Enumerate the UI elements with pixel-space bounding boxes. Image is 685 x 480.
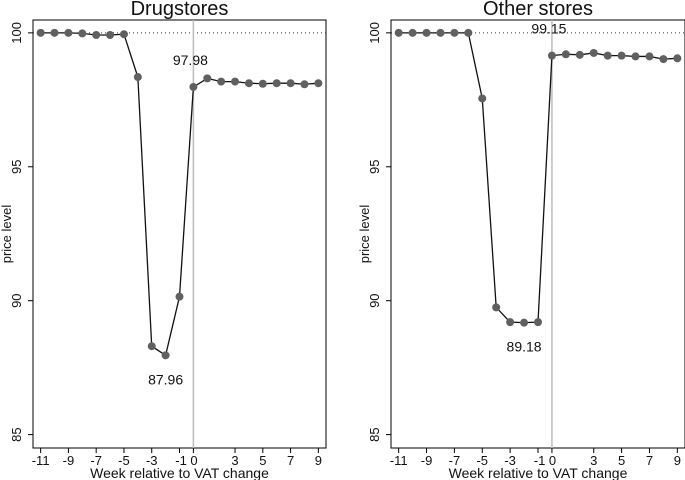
data-point: [258, 79, 267, 88]
data-point: [119, 30, 128, 39]
y-tick-label: 95: [367, 160, 382, 174]
data-point: [659, 55, 668, 64]
data-point: [534, 318, 542, 327]
x-tick-label: 5: [618, 453, 625, 468]
data-point: [575, 50, 584, 59]
x-tick-label: -3: [504, 453, 516, 468]
data-point: [78, 29, 87, 38]
x-tick-label: -1 0: [534, 453, 556, 468]
data-point: [64, 28, 73, 37]
data-point: [561, 50, 570, 59]
y-tick-label: 100: [9, 22, 24, 44]
data-label: 97.98: [173, 52, 208, 68]
x-tick-label: 7: [287, 453, 294, 468]
data-point: [314, 79, 323, 88]
y-tick-label: 85: [367, 427, 382, 441]
data-label: 87.96: [148, 371, 183, 387]
data-point: [617, 51, 626, 60]
x-tick-label: -5: [476, 453, 488, 468]
data-point: [272, 79, 281, 88]
data-point: [147, 342, 156, 351]
x-tick-label: 9: [674, 453, 681, 468]
data-point: [286, 79, 295, 88]
data-point: [106, 30, 115, 39]
chart-title: Other stores: [483, 0, 593, 20]
data-point: [478, 94, 487, 103]
data-point: [408, 28, 417, 37]
data-point: [244, 79, 253, 88]
data-point: [300, 80, 309, 89]
data-point: [673, 54, 682, 63]
data-point: [603, 51, 612, 60]
data-point: [547, 51, 556, 60]
x-tick-label: 9: [315, 453, 322, 468]
data-point: [50, 28, 59, 37]
data-point: [422, 28, 431, 37]
data-point: [161, 351, 170, 360]
data-point: [92, 30, 101, 39]
data-point: [631, 52, 640, 61]
series-line: [398, 32, 678, 324]
data-point: [217, 77, 226, 86]
y-tick-label: 95: [9, 160, 24, 174]
x-tick-label: 5: [259, 453, 266, 468]
x-tick-label: -7: [449, 453, 461, 468]
x-tick-label: 3: [590, 453, 597, 468]
data-point: [203, 74, 212, 83]
panel-1: Drugstores price level Week relative to VA…: [0, 0, 327, 480]
data-point: [450, 28, 459, 37]
data-point: [645, 52, 654, 61]
y-tick-label: 100: [367, 22, 382, 44]
x-tick-label: -5: [118, 453, 130, 468]
data-point: [464, 28, 473, 37]
data-point: [175, 292, 184, 301]
x-tick-label: -11: [32, 453, 50, 468]
panel-2: Other stores price level Week relative to …: [357, 0, 685, 480]
x-axis-label: Week relative to VAT change: [449, 465, 628, 480]
y-axis-label: price level: [0, 205, 14, 264]
data-point: [589, 48, 598, 57]
data-point: [231, 77, 240, 86]
data-point: [133, 73, 142, 82]
x-tick-label: 7: [646, 453, 653, 468]
x-tick-label: -1 0: [175, 453, 197, 468]
y-tick-label: 85: [9, 427, 24, 441]
x-tick-label: 3: [231, 453, 238, 468]
data-point: [506, 318, 515, 327]
data-point: [36, 28, 45, 37]
data-label: 99.15: [531, 21, 566, 37]
x-tick-label: -9: [63, 453, 75, 468]
data-point: [492, 303, 501, 312]
x-axis-label: Week relative to VAT change: [90, 465, 269, 480]
x-tick-label: -7: [90, 453, 102, 468]
data-label: 89.18: [507, 339, 542, 355]
x-tick-label: -9: [421, 453, 433, 468]
data-point: [394, 28, 403, 37]
data-point: [520, 318, 529, 327]
y-tick-label: 90: [9, 293, 24, 307]
y-tick-label: 90: [367, 293, 382, 307]
x-tick-label: -3: [146, 453, 158, 468]
x-tick-label: -11: [390, 453, 408, 468]
y-axis-label: price level: [357, 205, 372, 264]
plot-frame: [390, 19, 685, 449]
data-point: [436, 28, 445, 37]
chart-title: Drugstores: [131, 0, 229, 20]
data-point: [189, 82, 198, 91]
